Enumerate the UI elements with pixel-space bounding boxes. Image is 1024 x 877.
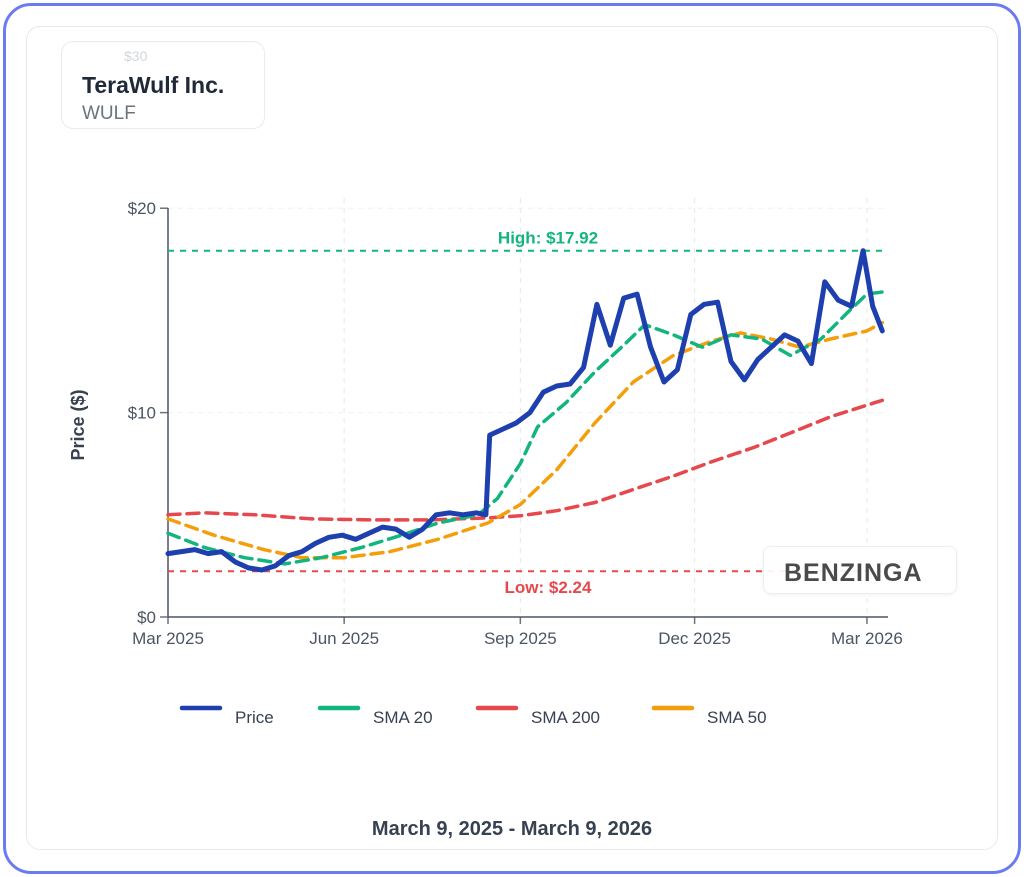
date-range: March 9, 2025 - March 9, 2026 (371, 818, 653, 840)
x-tick-label: Jun 2025 (309, 629, 379, 648)
series-line-sma50 (166, 320, 885, 560)
benzinga-logo-text: BENZINGA (784, 559, 923, 587)
x-tick-label: Sep 2025 (484, 629, 557, 648)
x-tick-label: Mar 2026 (831, 629, 903, 648)
series-line-sma20 (166, 290, 885, 566)
legend-label-sma50: SMA 50 (707, 708, 767, 727)
legend-label-sma20: SMA 20 (373, 708, 433, 727)
low-label: Low: $2.24 (505, 578, 592, 597)
legend-label-sma200: SMA 200 (531, 708, 600, 727)
legend: Price SMA 20 SMA 200 SMA 50 (179, 705, 767, 727)
ticker-symbol: WULF (82, 103, 136, 124)
x-tick-label: Mar 2025 (132, 629, 204, 648)
company-name: TeraWulf Inc. (82, 72, 225, 98)
y-tick-label: $20 (128, 199, 156, 218)
legend-label-price: Price (235, 708, 274, 727)
benzinga-logo: BENZINGA (763, 546, 957, 594)
series-lines (165, 248, 885, 573)
ticker-card: $30 TeraWulf Inc. WULF (61, 41, 265, 129)
high-label: High: $17.92 (498, 229, 598, 248)
series-line-price (165, 248, 885, 573)
y-axis-title: Price ($) (68, 389, 88, 460)
axes: Mar 2025 Jun 2025 Sep 2025 Dec 2025 Mar 2026… (128, 199, 903, 648)
chart-card (26, 26, 998, 850)
y-tick-label: $10 (128, 404, 156, 423)
series-line-sma200 (166, 398, 885, 522)
x-tick-label: Dec 2025 (658, 629, 731, 648)
hidden-tick-label: $30 (124, 48, 148, 64)
y-tick-label: $0 (137, 608, 156, 627)
